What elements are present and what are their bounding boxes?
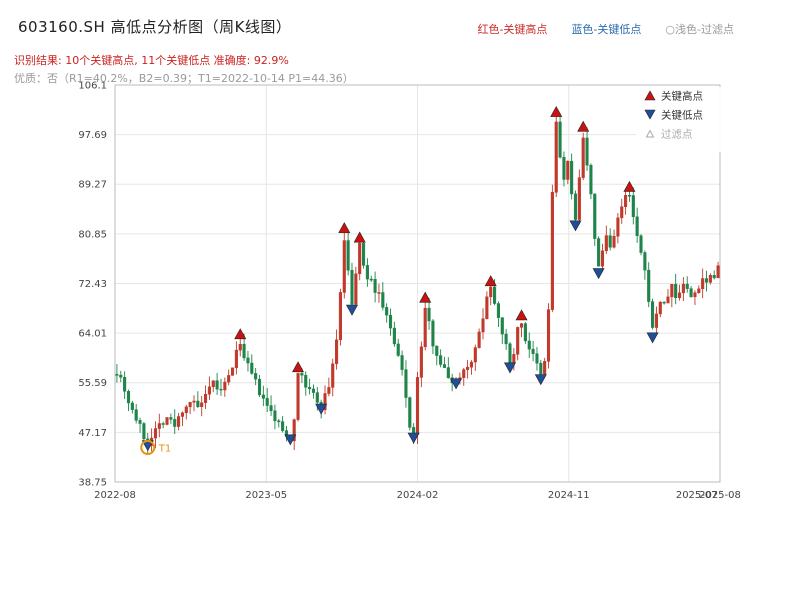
svg-text:47.17: 47.17 (78, 428, 107, 439)
svg-text:关键低点: 关键低点 (661, 109, 703, 122)
quality-summary: 优质：否（R1=40.2%，B2=0.39；T1=2022-10-14 P1=4… (14, 72, 354, 85)
color-legend: 红色-关键高点 蓝色-关键低点 ○浅色-过滤点 (477, 21, 734, 37)
svg-text:106.1: 106.1 (78, 81, 107, 92)
svg-text:2025-07: 2025-07 (676, 490, 718, 501)
recognition-result: 识别结果: 10个关键高点, 11个关键低点 准确度: 92.9% (14, 54, 289, 67)
svg-text:2024-11: 2024-11 (548, 490, 590, 501)
legend-key-high-label: 红色-关键高点 (477, 23, 548, 36)
legend-key-low-label: 蓝色-关键低点 (571, 23, 642, 36)
svg-text:64.01: 64.01 (78, 329, 107, 340)
svg-text:80.85: 80.85 (78, 229, 107, 240)
svg-text:89.27: 89.27 (78, 180, 107, 191)
svg-text:2022-08: 2022-08 (94, 490, 136, 501)
legend-filter-label: ○浅色-过滤点 (665, 23, 734, 36)
svg-text:72.43: 72.43 (78, 279, 107, 290)
svg-text:2025-08: 2025-08 (699, 490, 741, 501)
svg-text:55.59: 55.59 (78, 378, 107, 389)
svg-text:过滤点: 过滤点 (661, 128, 693, 141)
page-title: 603160.SH 高低点分析图（周K线图） (18, 18, 292, 36)
svg-text:97.69: 97.69 (78, 130, 107, 141)
svg-text:T1: T1 (158, 444, 171, 455)
svg-text:关键高点: 关键高点 (661, 90, 703, 103)
svg-text:38.75: 38.75 (78, 478, 107, 489)
svg-text:2023-05: 2023-05 (245, 490, 287, 501)
svg-text:2024-02: 2024-02 (397, 490, 439, 501)
